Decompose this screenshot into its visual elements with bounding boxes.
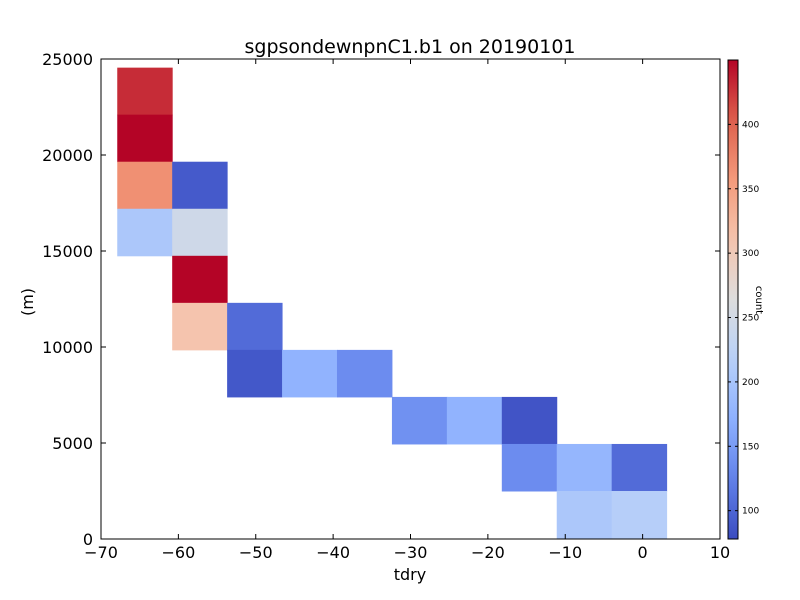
y-tick-label: 25000 <box>42 50 93 69</box>
x-tick-label: −70 <box>84 543 118 562</box>
heatmap-cell <box>282 349 338 398</box>
heatmap-cell <box>117 114 173 163</box>
y-tick-label: 20000 <box>42 146 93 165</box>
x-tick-label: 0 <box>638 543 648 562</box>
y-tick-label: 10000 <box>42 338 93 357</box>
colorbar-tick-label: 250 <box>742 314 759 324</box>
heatmap-cell <box>611 443 668 492</box>
x-tick-label: −60 <box>161 543 195 562</box>
x-tick-label: −10 <box>548 543 582 562</box>
heatmap-cell <box>336 349 393 398</box>
colorbar: 100 150 200 250 300 350 400 <box>727 59 759 540</box>
colorbar-tick-label: 400 <box>742 120 759 130</box>
heatmap-cell <box>227 349 283 398</box>
colorbar-gradient <box>727 59 739 540</box>
heatmap-cell <box>446 396 503 445</box>
heatmap-cell <box>611 491 668 539</box>
y-tick-label: 15000 <box>42 242 93 261</box>
chart-title: sgpsondewnpnC1.b1 on 20190101 <box>244 36 575 58</box>
x-tick-label: −30 <box>394 543 428 562</box>
x-tick-label: −20 <box>471 543 505 562</box>
x-axis: −70 −60 −50 −40 −30 −20 −10 0 10 <box>84 59 730 562</box>
colorbar-tick-label: 300 <box>742 249 759 259</box>
y-tick-label: 5000 <box>52 434 93 453</box>
heatmap-cell <box>172 302 228 351</box>
x-tick-label: −50 <box>239 543 273 562</box>
colorbar-tick-label: 350 <box>742 185 759 195</box>
heatmap-cells <box>117 67 668 539</box>
heatmap-cell <box>501 443 558 492</box>
colorbar-tick-label: 150 <box>742 442 759 452</box>
heatmap-cell <box>172 161 228 210</box>
x-tick-label: 10 <box>710 543 730 562</box>
colorbar-tick-label: 100 <box>742 507 759 517</box>
heatmap-cell <box>556 491 613 539</box>
heatmap-cell <box>556 443 613 492</box>
colorbar-tick-label: 200 <box>742 378 759 388</box>
heatmap-cell <box>227 302 283 351</box>
heatmap-cell <box>117 161 173 210</box>
y-tick-label: 0 <box>83 530 93 549</box>
heatmap-cell <box>172 255 228 304</box>
heatmap-cell <box>172 208 228 257</box>
colorbar-label: count <box>753 286 764 314</box>
heatmap-cell <box>117 67 173 116</box>
heatmap-cell <box>391 396 448 445</box>
heatmap-cell <box>501 396 558 445</box>
x-tick-label: −40 <box>316 543 350 562</box>
y-axis-label: (m) <box>18 288 37 316</box>
x-axis-label: tdry <box>394 565 426 584</box>
y-axis: 0 5000 10000 15000 20000 25000 <box>42 50 720 549</box>
heatmap-cell <box>117 208 173 257</box>
